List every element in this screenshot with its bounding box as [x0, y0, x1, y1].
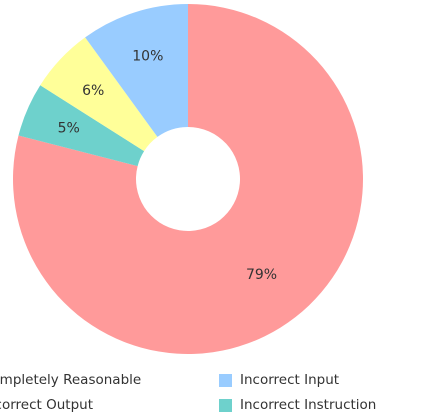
legend-label: Incorrect Output [0, 397, 93, 413]
legend-item-incorrect-input: Incorrect Input [219, 372, 339, 388]
legend-item-completely-reasonable: Completely Reasonable [0, 372, 141, 388]
slice-label: 5% [58, 120, 80, 136]
legend-label: Incorrect Input [240, 372, 340, 388]
legend-item-incorrect-instruction: Incorrect Instruction [219, 397, 376, 413]
slice-label: 79% [246, 267, 277, 283]
legend-label: Completely Reasonable [0, 372, 142, 388]
legend-swatch [219, 398, 232, 412]
slice-incorrect-instruction [40, 37, 158, 152]
slice-label: 6% [82, 83, 104, 99]
slice-incorrect-input [85, 4, 188, 137]
slice-completely-reasonable [12, 4, 363, 354]
slice-incorrect-output [18, 85, 145, 167]
legend-swatch [219, 373, 232, 387]
slice-label: 10% [132, 48, 163, 64]
legend-label: Incorrect Instruction [240, 397, 377, 413]
legend-item-incorrect-output: Incorrect Output [0, 397, 93, 413]
